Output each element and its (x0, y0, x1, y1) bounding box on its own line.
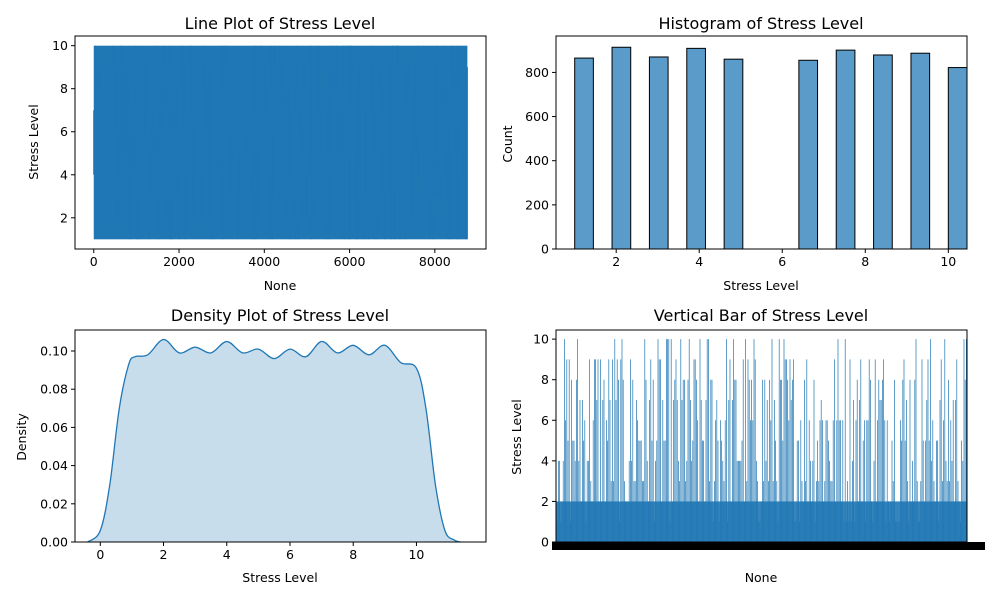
vertical-bar-x-tick-band (552, 542, 985, 550)
density-plot-y-tick-label: 0.04 (40, 458, 68, 473)
histogram-x-tick-label: 4 (695, 254, 703, 269)
histogram-bar (723, 58, 744, 250)
line-plot-x-tick-label: 2000 (163, 254, 195, 269)
density-plot-x-label: Stress Level (242, 570, 317, 585)
histogram-bar (798, 59, 819, 250)
density-plot-x-tick-label: 10 (408, 547, 424, 562)
density-plot-x-tick-label: 4 (223, 547, 231, 562)
line-plot-x-ticks: 0 2000 4000 6000 8000 (90, 249, 451, 269)
line-plot-x-tick-label: 0 (90, 254, 98, 269)
line-plot-panel: Line Plot of Stress Level 0 2000 4000 6000 8… (26, 14, 487, 293)
histogram-x-tick-label: 10 (940, 254, 956, 269)
histogram-bars (574, 46, 968, 250)
histogram-panel: Histogram of Stress Level 2 4 6 8 10 0 200 400… (500, 14, 968, 293)
line-series-band (93, 45, 468, 240)
density-plot-x-tick-label: 6 (286, 547, 294, 562)
line-plot-title: Line Plot of Stress Level (185, 14, 376, 33)
vertical-bar-y-tick-label: 6 (541, 413, 549, 428)
histogram-y-tick-label: 600 (525, 109, 549, 124)
histogram-y-label: Count (500, 125, 515, 162)
histogram-x-tick-label: 8 (861, 254, 869, 269)
histogram-bar (947, 67, 968, 250)
line-plot-y-tick-label: 8 (60, 81, 68, 96)
histogram-y-ticks: 0 200 400 600 800 (525, 65, 556, 257)
line-plot-y-ticks: 2 4 6 8 10 (52, 38, 75, 225)
line-plot-y-tick-label: 10 (52, 38, 68, 53)
line-plot-y-tick-label: 6 (60, 124, 68, 139)
density-plot-x-tick-label: 8 (349, 547, 357, 562)
vertical-bar-y-tick-label: 0 (541, 535, 549, 550)
density-curve (87, 338, 461, 543)
histogram-y-tick-label: 800 (525, 65, 549, 80)
line-plot-x-label: None (264, 278, 297, 293)
histogram-bar (873, 54, 893, 250)
vertical-bar-panel: Vertical Bar of Stress Level 0 2 4 6 8 10 Non… (509, 306, 985, 585)
density-plot-y-ticks: 0.00 0.02 0.04 0.06 0.08 0.10 (40, 344, 75, 550)
histogram-y-tick-label: 0 (541, 242, 549, 257)
histogram-bar (910, 52, 931, 250)
density-plot-y-tick-label: 0.06 (40, 420, 68, 435)
vertical-bar-y-tick-label: 2 (541, 494, 549, 509)
vertical-bar-y-ticks: 0 2 4 6 8 10 (533, 332, 556, 550)
vertical-bar-title: Vertical Bar of Stress Level (654, 306, 868, 325)
density-plot-y-tick-label: 0.00 (40, 535, 68, 550)
line-plot-y-tick-label: 4 (60, 167, 68, 182)
histogram-bar (686, 47, 706, 250)
histogram-y-tick-label: 200 (525, 197, 549, 212)
density-plot-x-tick-label: 2 (160, 547, 168, 562)
density-plot-x-tick-label: 0 (96, 547, 104, 562)
line-plot-y-tick-label: 2 (60, 210, 68, 225)
histogram-x-tick-label: 6 (778, 254, 786, 269)
vertical-bar-x-label: None (745, 570, 778, 585)
line-plot-data (93, 45, 468, 240)
line-series-trace (93, 45, 468, 240)
density-plot-title: Density Plot of Stress Level (171, 306, 389, 325)
vertical-bar-y-tick-label: 10 (533, 332, 549, 347)
density-plot-y-tick-label: 0.02 (40, 496, 68, 511)
density-area-fill (87, 339, 461, 542)
histogram-title: Histogram of Stress Level (658, 14, 863, 33)
histogram-x-label: Stress Level (723, 278, 798, 293)
vertical-bar-y-tick-label: 4 (541, 453, 549, 468)
density-plot-x-ticks: 0 2 4 6 8 10 (96, 542, 424, 562)
histogram-y-tick-label: 400 (525, 153, 549, 168)
line-plot-frame (74, 35, 487, 250)
vertical-bar-y-tick-label: 8 (541, 372, 549, 387)
density-plot-frame (74, 329, 487, 543)
density-plot-y-tick-label: 0.08 (40, 382, 68, 397)
histogram-x-ticks: 2 4 6 8 10 (612, 249, 956, 269)
line-plot-x-tick-label: 6000 (334, 254, 366, 269)
line-plot-x-tick-label: 4000 (248, 254, 280, 269)
line-plot-x-tick-label: 8000 (419, 254, 451, 269)
histogram-frame (555, 35, 968, 250)
line-plot-y-label: Stress Level (26, 104, 41, 179)
density-plot-panel: Density Plot of Stress Level 0 2 4 6 8 10 0.0… (14, 306, 487, 585)
vertical-bar-frame (555, 329, 968, 543)
histogram-x-tick-label: 2 (612, 254, 620, 269)
histogram-bar (648, 56, 669, 250)
vertical-bar-y-label: Stress Level (509, 399, 524, 474)
histogram-bar (611, 46, 632, 250)
vertical-bar-bars (555, 339, 967, 542)
density-plot-y-tick-label: 0.10 (40, 344, 68, 359)
density-plot-y-label: Density (14, 413, 29, 461)
histogram-bar (574, 57, 594, 250)
histogram-bar (835, 49, 856, 250)
